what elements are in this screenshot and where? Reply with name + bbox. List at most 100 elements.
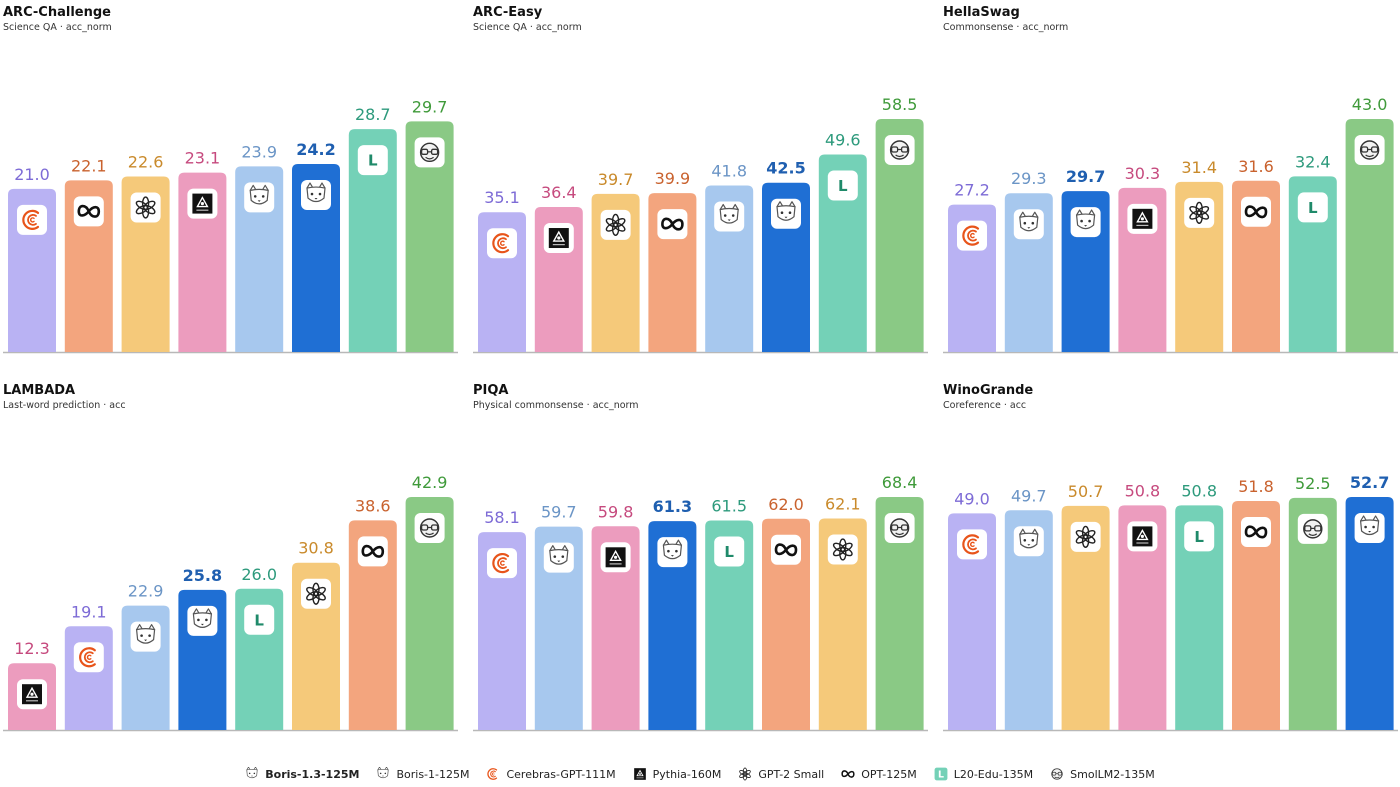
chart-panel-hellaswag: HellaSwag Commonsense · acc_norm 27.2 29.3 2… <box>943 5 1398 354</box>
logo-badge <box>827 170 858 201</box>
pythia-icon <box>633 768 646 780</box>
logo-badge <box>357 145 388 176</box>
svg-text:L: L <box>938 770 944 781</box>
svg-text:L: L <box>254 611 264 629</box>
data-label: 32.4 <box>1295 152 1331 171</box>
openai-icon <box>1189 201 1210 224</box>
legend-item-gpt2: GPT-2 Small <box>738 767 824 781</box>
bar-smollm <box>405 497 454 730</box>
smollm-icon <box>1051 768 1063 780</box>
data-label: 29.3 <box>1011 169 1047 188</box>
pythia-icon <box>22 684 42 705</box>
cerebras-icon <box>487 768 498 780</box>
data-label: 61.3 <box>653 497 692 516</box>
logo-badge <box>487 228 517 259</box>
openai-icon <box>1075 525 1096 548</box>
data-label: 22.1 <box>71 156 107 175</box>
svg-text:L: L <box>1194 528 1204 546</box>
logo-badge <box>73 642 104 673</box>
logo-badge <box>1070 521 1101 552</box>
data-label: 50.8 <box>1181 481 1217 500</box>
data-label: 41.8 <box>711 162 747 181</box>
data-label: 62.0 <box>768 495 804 514</box>
openai-icon <box>135 196 156 219</box>
logo-badge <box>827 534 858 565</box>
svg-text:L: L <box>368 152 378 170</box>
data-label: 27.2 <box>954 181 990 200</box>
bar-cerebras <box>478 532 526 730</box>
data-label: 49.6 <box>825 130 861 149</box>
data-label: 23.1 <box>185 149 221 168</box>
data-label: 28.7 <box>355 105 391 124</box>
chart-subtitle: Last-word prediction · acc <box>3 400 126 411</box>
logo-badge <box>244 604 275 635</box>
fox-icon <box>1075 209 1096 230</box>
smollm-icon <box>889 140 910 160</box>
data-label: 29.7 <box>412 97 448 116</box>
data-label: 61.5 <box>711 497 747 516</box>
fox-icon <box>1359 515 1380 536</box>
fox-icon <box>135 624 156 644</box>
openai-icon <box>739 767 752 781</box>
fox-icon <box>377 767 390 779</box>
bar-smollm <box>1345 119 1394 352</box>
data-label: 26.0 <box>241 565 277 584</box>
legend-label: Pythia-160M <box>652 767 722 781</box>
fox-icon <box>377 767 390 779</box>
smollm-icon <box>1051 768 1063 780</box>
bar-boris1 <box>1004 510 1053 730</box>
chart-panel-arc-challenge: ARC-Challenge Science QA · acc_norm 21.0 22… <box>3 5 458 354</box>
svg-text:L: L <box>724 543 734 561</box>
data-label: 50.7 <box>1068 482 1104 501</box>
logo-badge <box>600 209 631 240</box>
data-label: 29.7 <box>1066 167 1105 186</box>
l-badge-icon: L <box>838 177 848 195</box>
data-label: 43.0 <box>1352 95 1388 114</box>
bar-boris13 <box>1345 497 1394 730</box>
bar-gpt2 <box>818 518 867 730</box>
fox-icon <box>306 182 326 203</box>
bar-cerebras <box>948 513 996 730</box>
smollm-icon <box>1359 140 1380 160</box>
pythia-icon <box>633 768 646 780</box>
bar-l20 <box>1175 505 1224 730</box>
data-label: 39.9 <box>655 169 691 188</box>
fox-icon <box>249 184 269 205</box>
l-badge-icon: L <box>254 611 264 629</box>
chart-panel-arc-easy: ARC-Easy Science QA · acc_norm 35.1 36.4 39.… <box>473 5 928 354</box>
data-label: 30.3 <box>1125 164 1161 183</box>
smollm-icon <box>419 142 440 163</box>
logo-badge <box>17 204 47 235</box>
data-label: 36.4 <box>541 183 577 202</box>
chart-subtitle: Science QA · acc_norm <box>3 22 112 33</box>
pythia-icon <box>1132 526 1153 547</box>
logo-badge <box>1184 197 1215 228</box>
bar-smollm <box>1288 497 1337 730</box>
legend: Boris-1.3-125M Boris-1-125M Cerebras-GPT-1… <box>0 762 1400 786</box>
data-label: 49.7 <box>1011 486 1047 505</box>
chart-title: PIQA <box>473 383 508 398</box>
bar-boris13 <box>292 164 340 352</box>
legend-label: OPT-125M <box>861 767 917 781</box>
logo-badge <box>957 529 987 560</box>
data-label: 58.1 <box>484 508 520 527</box>
fox-icon <box>549 545 569 565</box>
bar-opt <box>1232 500 1280 730</box>
bar-smollm <box>875 497 924 730</box>
bar-gpt2 <box>1061 505 1110 730</box>
logo-badge <box>1297 192 1328 223</box>
meta-icon <box>841 770 855 778</box>
data-label: 35.1 <box>484 188 520 207</box>
meta-icon <box>841 770 855 778</box>
l-badge-icon: L <box>934 767 948 781</box>
cerebras-icon <box>79 647 96 668</box>
l-badge-icon: L <box>1308 199 1318 217</box>
meta-icon <box>774 543 798 557</box>
cerebras-icon <box>492 553 510 574</box>
meta-icon <box>661 217 684 231</box>
legend-label: SmolLM2-135M <box>1070 767 1155 781</box>
bar-l20 <box>348 129 397 352</box>
smollm-icon <box>889 518 910 538</box>
bar-smollm <box>405 121 454 352</box>
data-label: 49.0 <box>954 489 990 508</box>
